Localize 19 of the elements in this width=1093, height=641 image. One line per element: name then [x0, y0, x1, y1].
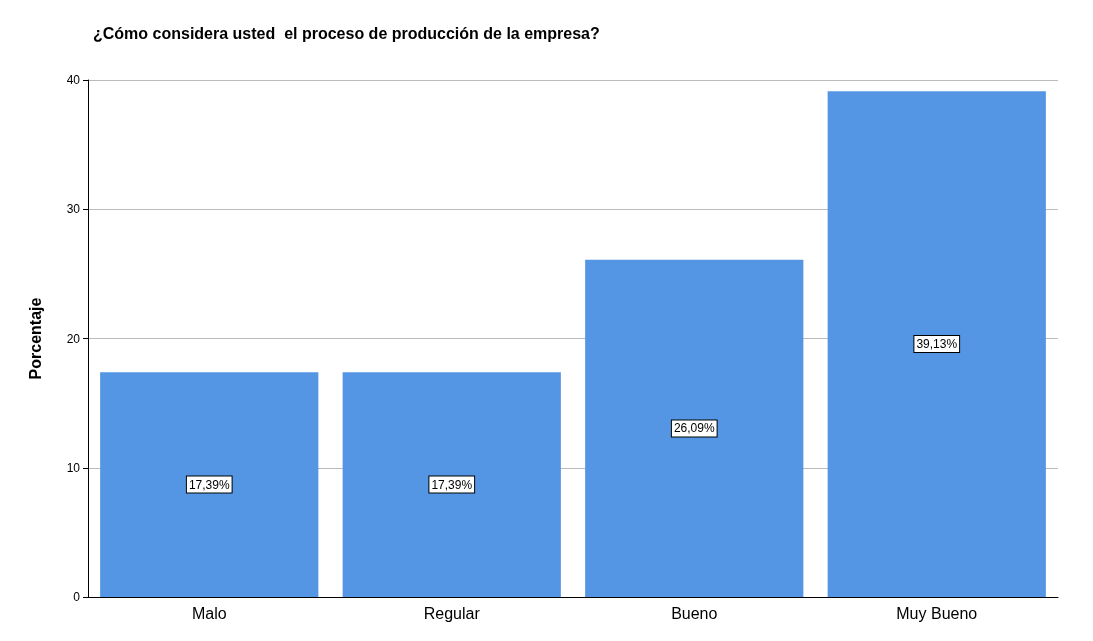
x-tick-label: Muy Bueno — [896, 604, 978, 622]
bar — [827, 91, 1046, 597]
bar — [585, 259, 804, 597]
x-tick-label: Regular — [423, 604, 481, 622]
data-label: 17,39% — [431, 477, 473, 492]
y-tick-label: 30 — [66, 202, 81, 217]
bar — [100, 372, 319, 597]
y-axis-title: Porcentaje — [26, 297, 44, 380]
x-tick-label: Malo — [191, 604, 227, 622]
x-tick-label: Bueno — [671, 604, 718, 622]
y-tick-label: 40 — [66, 73, 81, 87]
data-label: 39,13% — [916, 337, 958, 352]
y-tick-label: 10 — [66, 460, 81, 475]
chart-title: ¿Cómo considera usted el proceso de producción de la empresa? — [93, 24, 600, 42]
y-tick-label: 0 — [73, 590, 81, 604]
data-label: 26,09% — [673, 421, 715, 436]
y-tick-label: 20 — [66, 331, 81, 346]
bar — [342, 372, 561, 597]
data-label: 17,39% — [188, 477, 230, 492]
